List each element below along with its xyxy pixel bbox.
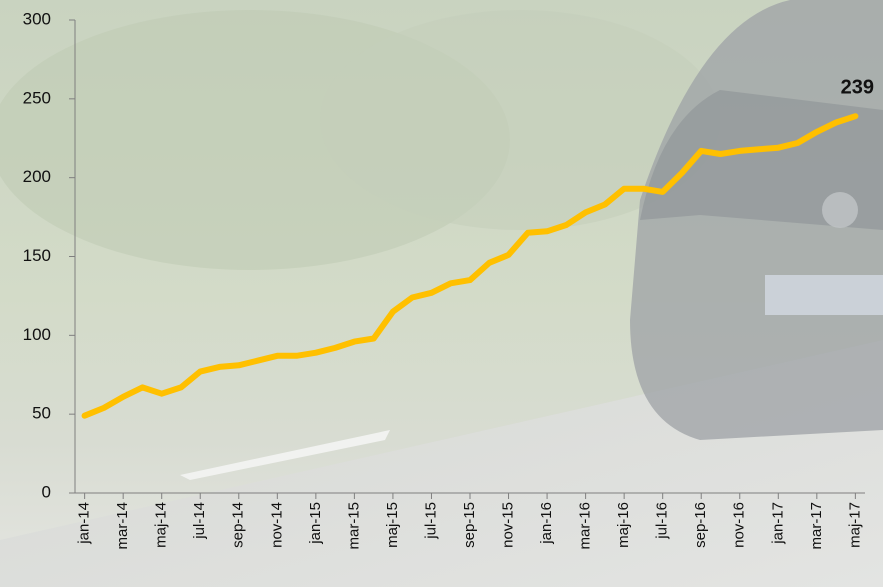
x-tick-label: sep-14 (230, 502, 247, 548)
y-tick-label: 50 (32, 404, 51, 423)
x-tick-label: jan-14 (76, 502, 93, 545)
x-tick-label: maj-17 (846, 502, 863, 548)
y-tick-label: 0 (42, 482, 51, 501)
x-tick-label: jul-15 (422, 502, 439, 540)
x-tick-label: nov-14 (268, 502, 285, 548)
x-tick-label: mar-14 (114, 502, 131, 550)
x-tick-label: maj-15 (384, 502, 401, 548)
x-tick-label: nov-15 (500, 502, 517, 548)
line (81, 113, 859, 419)
x-tick-label: jan-16 (538, 502, 555, 545)
y-tick-label: 250 (23, 88, 51, 107)
x-tick-label: maj-14 (153, 502, 170, 548)
y-tick-label: 100 (23, 325, 51, 344)
x-tick-label: maj-16 (615, 502, 632, 548)
y-tick-label: 300 (23, 9, 51, 28)
x-tick-label: sep-16 (692, 502, 709, 548)
x-tick-label: mar-15 (345, 502, 362, 550)
x-tick-label: jan-17 (769, 502, 786, 545)
x-tick-label: jul-16 (654, 502, 671, 540)
data-label: 239 (841, 76, 874, 98)
x-tick-label: nov-16 (731, 502, 748, 548)
y-tick-label: 200 (23, 167, 51, 186)
x-tick-label: mar-16 (577, 502, 594, 550)
y-tick-label: 150 (23, 246, 51, 265)
x-tick-label: mar-17 (808, 502, 825, 550)
x-tick-label: jul-14 (191, 502, 208, 540)
x-tick-label: sep-15 (461, 502, 478, 548)
x-tick-label: jan-15 (307, 502, 324, 545)
